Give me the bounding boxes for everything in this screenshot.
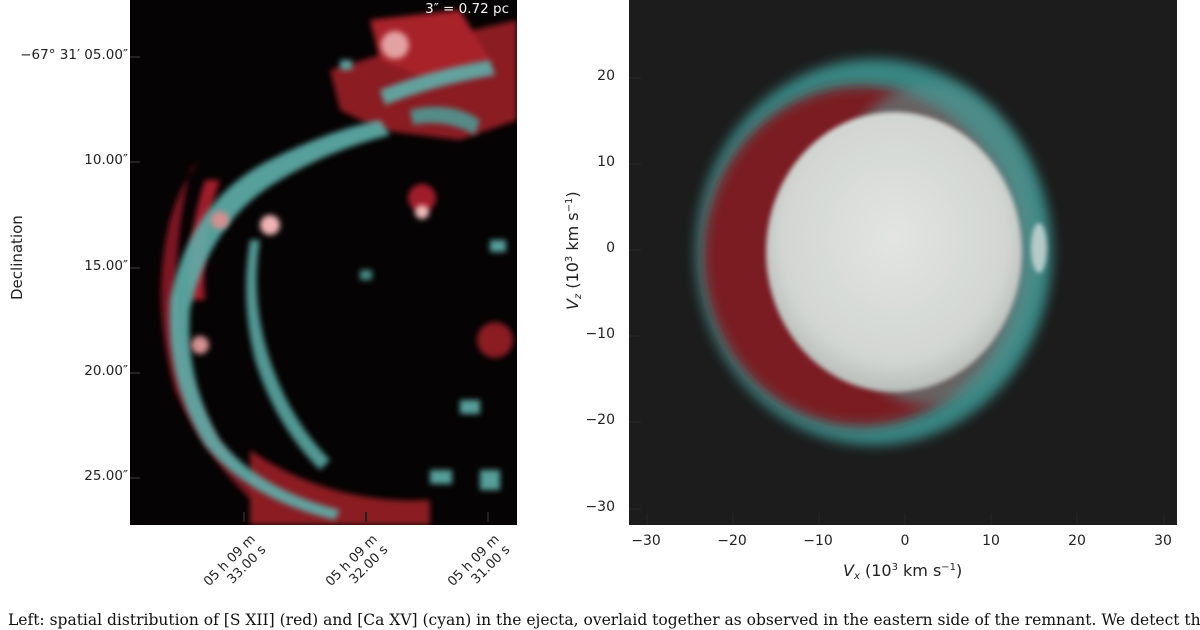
- xtick-label: −10: [803, 533, 833, 549]
- ylabel-subscript: z: [573, 293, 584, 300]
- ytick-mark: [130, 372, 140, 374]
- ytick-mark: [629, 77, 641, 79]
- xtick-label: 10: [982, 533, 1000, 549]
- ytick-mark: [130, 267, 140, 269]
- xtick-mark: [365, 512, 367, 522]
- xtick-label: 05 h 09 m 33.00 s: [193, 532, 269, 608]
- ylabel-symbol: V: [563, 299, 582, 310]
- ylabel-superscript: 3: [564, 255, 575, 263]
- ytick-label: 25.00″: [84, 468, 128, 484]
- xtick-label: 0: [900, 533, 910, 549]
- xtick-mark: [1163, 513, 1165, 525]
- right-xlabel: Vx (103 km s−1): [843, 561, 962, 582]
- xlabel-close: ): [956, 561, 963, 580]
- xtick-mark: [243, 512, 245, 522]
- ytick-label: 15.00″: [84, 258, 128, 274]
- xtick-label: −20: [717, 533, 747, 549]
- xtick-label: 20: [1068, 533, 1086, 549]
- xtick-mark: [904, 513, 906, 525]
- xtick-mark: [818, 513, 820, 525]
- right-ylabel: Vz (103 km s−1): [563, 191, 584, 310]
- ejecta-map-image: [130, 0, 517, 525]
- ytick-label: 20.00″: [84, 363, 128, 379]
- ylabel-text: (10: [563, 262, 582, 294]
- xlabel-text: (10: [859, 561, 892, 580]
- ytick-mark: [629, 163, 641, 165]
- ylabel-superscript-2: −1: [564, 197, 575, 213]
- xlabel-superscript: 3: [891, 562, 898, 573]
- xlabel-symbol: V: [843, 561, 854, 580]
- xlabel-superscript-2: −1: [941, 562, 957, 573]
- xtick-mark: [990, 513, 992, 525]
- xtick-label: 05 h 09 m 32.00 s: [315, 532, 391, 608]
- ytick-label: −67° 31′ 05.00″: [20, 47, 128, 63]
- ytick-label: 20: [597, 68, 615, 84]
- left-image-panel: 3″ = 0.72 pc: [130, 0, 517, 525]
- xtick-mark: [732, 513, 734, 525]
- left-ylabel: Declination: [8, 215, 26, 300]
- velocity-map-image: [629, 0, 1177, 525]
- ylabel-units: km s: [563, 212, 582, 256]
- ytick-label: −10: [585, 326, 615, 342]
- xtick-mark: [646, 513, 648, 525]
- ytick-label: −20: [585, 412, 615, 428]
- ytick-label: 0: [606, 240, 615, 256]
- ytick-label: −30: [585, 499, 615, 515]
- ytick-mark: [130, 477, 140, 479]
- ytick-mark: [629, 508, 641, 510]
- ytick-label: 10: [597, 154, 615, 170]
- ytick-mark: [130, 161, 140, 163]
- ytick-mark: [629, 249, 641, 251]
- xtick-label: 05 h 09 m 31.00 s: [437, 532, 513, 608]
- ytick-mark: [130, 56, 140, 58]
- xlabel-subscript: x: [853, 571, 860, 582]
- xtick-label: −30: [631, 533, 661, 549]
- ytick-mark: [629, 421, 641, 423]
- right-image-panel: [629, 0, 1177, 525]
- xtick-mark: [487, 512, 489, 522]
- ytick-mark: [629, 335, 641, 337]
- figure-caption: Left: spatial distribution of [S XII] (r…: [8, 611, 1200, 629]
- scale-bar-label: 3″ = 0.72 pc: [425, 1, 509, 17]
- xtick-label: 30: [1154, 533, 1172, 549]
- xlabel-units: km s: [897, 561, 942, 580]
- ytick-label: 10.00″: [84, 152, 128, 168]
- ylabel-close: ): [563, 191, 582, 198]
- xtick-mark: [1076, 513, 1078, 525]
